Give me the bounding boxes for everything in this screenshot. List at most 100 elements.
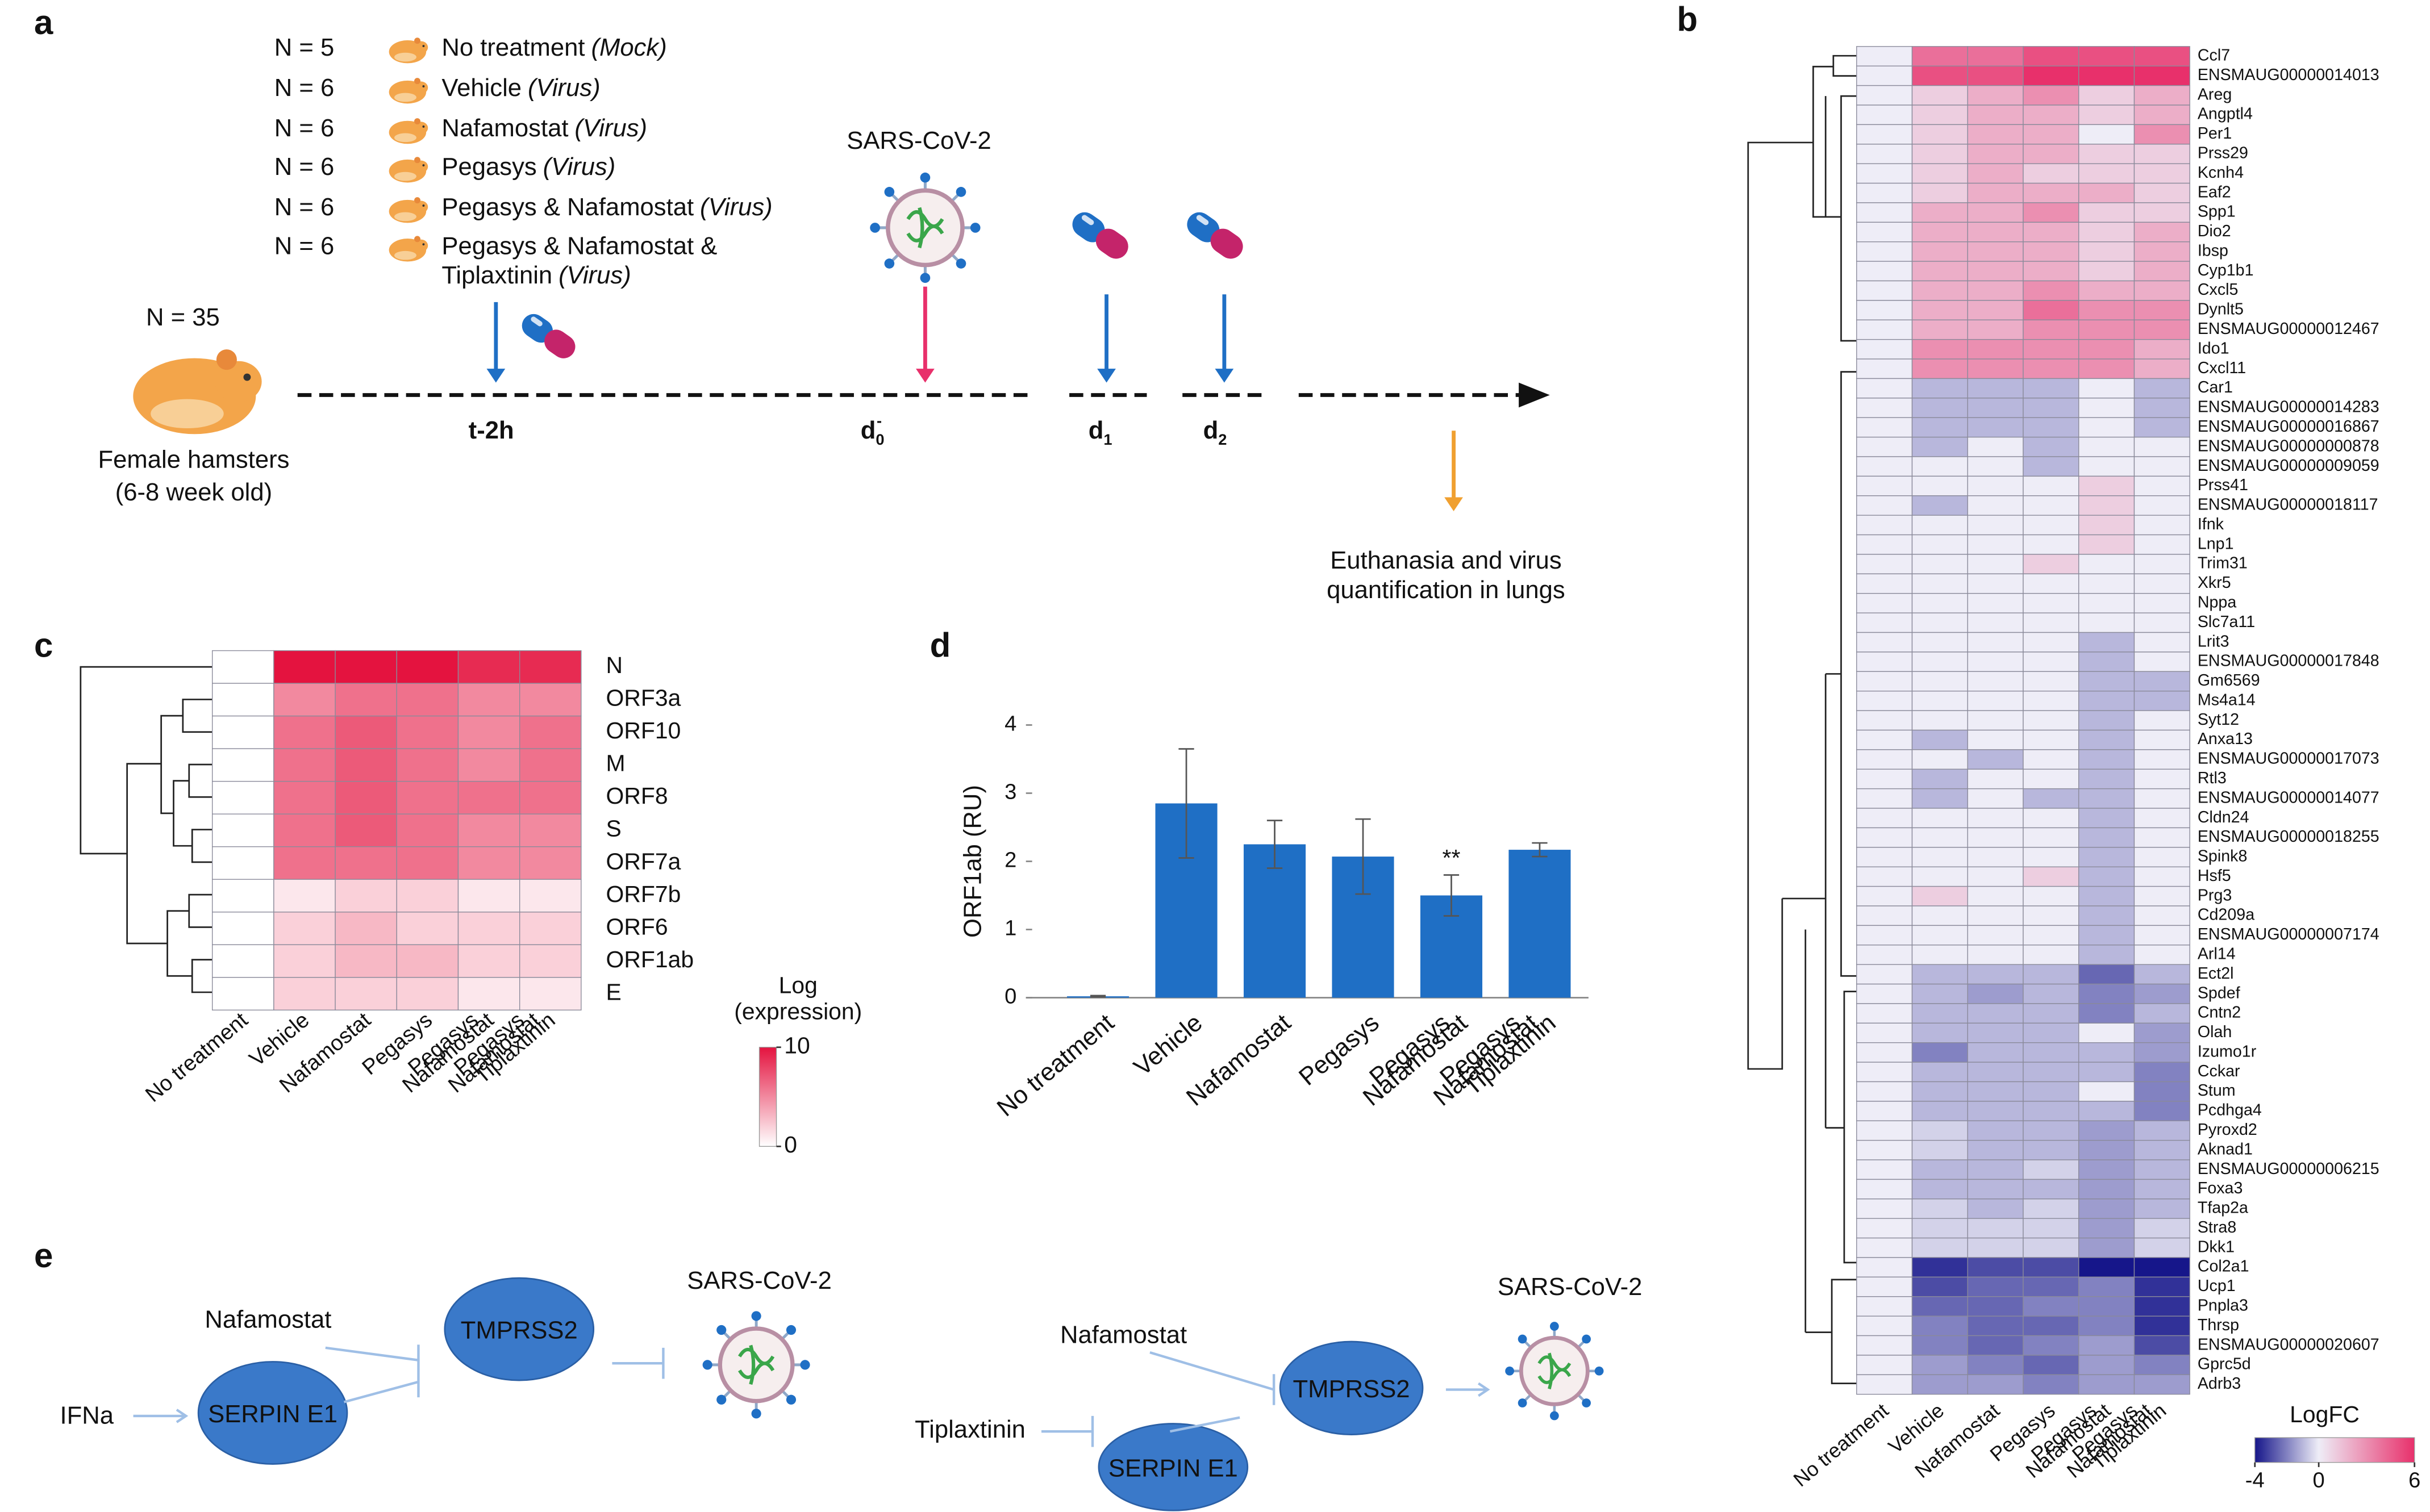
row-label: Cxcl5 (2198, 281, 2239, 299)
heatmap-cell (519, 715, 582, 749)
heatmap-cell (2078, 1237, 2135, 1258)
heatmap-cell (2023, 105, 2079, 126)
cohort-label: N = 35 (146, 303, 220, 331)
row-label: Ibsp (2198, 241, 2228, 260)
row-label: ENSMAUG00000014013 (2198, 66, 2379, 84)
heatmap-cell (212, 879, 274, 913)
animal-label: Female hamsters (98, 446, 289, 474)
heatmap-cell (1967, 632, 2024, 653)
heatmap-cell (212, 944, 274, 978)
group-size: N = 6 (274, 74, 334, 102)
heatmap-cell (2023, 1374, 2079, 1395)
heatmap-cell (2023, 1218, 2079, 1239)
heatmap-cell (2078, 319, 2135, 340)
group-label: Pegasys & Nafamostat (Virus) (441, 193, 772, 221)
error-bar (1443, 874, 1460, 917)
heatmap-cell (2023, 398, 2079, 418)
error-bar (1266, 820, 1283, 869)
heatmap-cell (1911, 1062, 1968, 1083)
group-label: No treatment (Mock) (441, 34, 666, 61)
heatmap-cell (2023, 1081, 2079, 1102)
heatmap-cell (1967, 749, 2024, 770)
row-label: Tfap2a (2198, 1199, 2248, 1217)
heatmap-cell (1856, 886, 1913, 907)
heatmap-cell (1911, 495, 1968, 516)
row-label: Aknad1 (2198, 1140, 2253, 1158)
heatmap-cell (1856, 925, 1913, 946)
heatmap-cell (1967, 300, 2024, 320)
heatmap-cell (1911, 1276, 1968, 1297)
row-label: Ccl7 (2198, 47, 2230, 65)
heatmap-cell (1856, 1335, 1913, 1356)
row-label: Arl14 (2198, 945, 2236, 963)
heatmap-cell (396, 780, 459, 815)
heatmap-cell (273, 846, 336, 880)
heatmap-cell (1856, 456, 1913, 477)
heatmap-cell (1911, 398, 1968, 418)
panel-label: c (34, 626, 53, 664)
heatmap-cell (1967, 847, 2024, 867)
row-label: ORF1ab (606, 946, 694, 972)
heatmap-cell (2023, 144, 2079, 164)
hamster-icon (389, 118, 428, 144)
row-label: Cxcl11 (2198, 359, 2246, 377)
heatmap-cell (2133, 1218, 2190, 1239)
row-label: ENSMAUG00000012467 (2198, 320, 2379, 338)
heatmap-cell (1911, 339, 1968, 360)
row-label: Gm6569 (2198, 671, 2260, 690)
heatmap-cell (2133, 378, 2190, 399)
heatmap-cell (1967, 163, 2024, 184)
heatmap-cell (2023, 85, 2079, 106)
heatmap-cell (396, 813, 459, 847)
heatmap-cell (1967, 1042, 2024, 1063)
heatmap-cell (2023, 300, 2079, 320)
row-label: M (606, 750, 626, 776)
heatmap-cell (1967, 358, 2024, 379)
row-label: Nppa (2198, 593, 2237, 611)
heatmap-cell (1967, 534, 2024, 555)
row-label: ORF3a (606, 685, 681, 711)
heatmap-cell (2133, 925, 2190, 946)
heatmap-cell (2078, 358, 2135, 379)
protein-label: TMPRSS2 (1293, 1375, 1410, 1403)
heatmap-cell (2078, 1198, 2135, 1219)
heatmap-cell (2133, 65, 2190, 86)
heatmap-cell (1856, 964, 1913, 985)
heatmap-cell (273, 715, 336, 749)
heatmap-cell (1911, 534, 1968, 555)
heatmap-cell (2023, 202, 2079, 223)
heatmap-cell (212, 780, 274, 815)
group-size: N = 6 (274, 153, 334, 181)
heatmap-cell (1856, 827, 1913, 848)
heatmap-cell (2023, 593, 2079, 613)
significance: ** (1443, 845, 1461, 871)
heatmap-cell (1967, 1335, 2024, 1356)
heatmap-cell (1967, 475, 2024, 496)
heatmap-cell (1967, 1276, 2024, 1297)
heatmap-cell (1911, 925, 1968, 946)
heatmap-cell (1856, 144, 1913, 164)
virus-label: SARS-CoV-2 (1498, 1273, 1643, 1301)
heatmap-cell (1856, 768, 1913, 790)
heatmap-cell (2078, 417, 2135, 438)
heatmap-cell (457, 879, 520, 913)
row-label: Ifnk (2198, 515, 2224, 533)
heatmap-cell (457, 977, 520, 1010)
heatmap-cell (1967, 1198, 2024, 1219)
heatmap-cell (1967, 85, 2024, 106)
heatmap-cell (457, 944, 520, 978)
heatmap-cell (1911, 1237, 1968, 1258)
heatmap-cell (1911, 222, 1968, 243)
heatmap-cell (1967, 436, 2024, 457)
heatmap-cell (2078, 182, 2135, 203)
heatmap-cell (335, 944, 397, 978)
heatmap-cell (1967, 46, 2024, 66)
row-label: Ucp1 (2198, 1277, 2236, 1295)
heatmap-cell (1856, 182, 1913, 203)
heatmap-cell (2133, 1296, 2190, 1317)
heatmap-cell (1856, 671, 1913, 692)
heatmap-cell (2133, 85, 2190, 106)
row-label: Gprc5d (2198, 1355, 2251, 1373)
heatmap-cell (396, 683, 459, 717)
heatmap-cell (2023, 1198, 2079, 1219)
